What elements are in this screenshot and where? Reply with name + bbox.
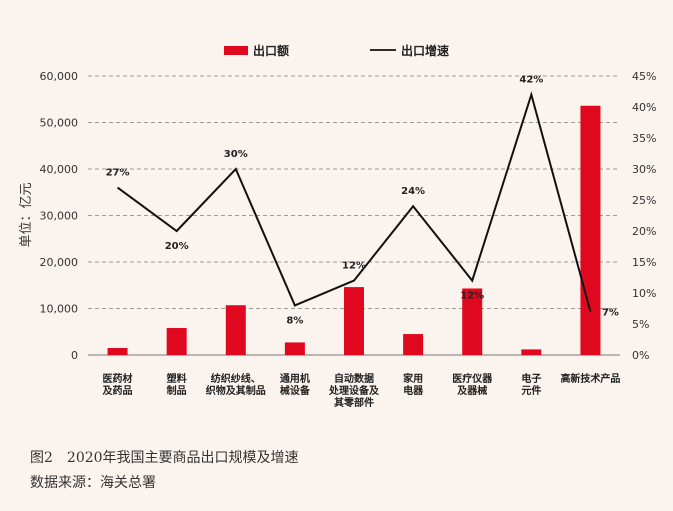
legend: 出口额 出口增速 xyxy=(224,43,449,58)
right-tick-label: 15% xyxy=(632,256,656,269)
growth-data-label: 20% xyxy=(165,241,189,252)
category-label: 通用机 xyxy=(280,372,310,385)
left-tick-label: 30,000 xyxy=(40,210,79,223)
bar xyxy=(580,105,601,355)
left-tick-label: 60,000 xyxy=(40,70,79,83)
legend-bar-swatch xyxy=(224,46,248,55)
category-label: 元件 xyxy=(521,384,541,397)
left-tick-label: 50,000 xyxy=(40,117,79,130)
left-axis: 0 10,000 20,000 30,000 40,000 50,000 60,000 xyxy=(40,70,79,362)
left-tick-label: 40,000 xyxy=(40,163,79,176)
bar xyxy=(521,349,542,355)
category-label: 纺织纱线、 xyxy=(211,372,261,385)
right-tick-label: 5% xyxy=(632,318,649,331)
category-label: 电子 xyxy=(521,372,541,385)
growth-line xyxy=(116,91,592,312)
right-tick-label: 10% xyxy=(632,287,656,300)
right-tick-label: 25% xyxy=(632,194,656,207)
left-tick-label: 20,000 xyxy=(40,256,79,269)
category-label: 处理设备及 xyxy=(328,384,380,397)
bar xyxy=(225,305,246,355)
right-tick-label: 30% xyxy=(632,163,656,176)
category-label: 医疗仪器 xyxy=(452,372,493,385)
category-label: 及药品 xyxy=(103,384,133,397)
right-tick-label: 20% xyxy=(632,225,656,238)
chart: 0 10,000 20,000 30,000 40,000 50,000 60,000 0%… xyxy=(19,43,656,409)
growth-data-label: 12% xyxy=(342,261,366,272)
bar xyxy=(284,342,305,355)
line-series: 27% 20% 30% 8% 12% 24% 12% 42% 7% xyxy=(106,75,619,327)
category-label: 械设备 xyxy=(280,384,311,397)
growth-data-label: 30% xyxy=(224,149,248,160)
legend-line-label: 出口增速 xyxy=(401,43,449,58)
figure-title: 图2 2020年我国主要商品出口规模及增速 xyxy=(30,450,299,466)
right-axis: 0% 5% 10% 15% 20% 25% 30% 35% 40% 45% xyxy=(632,70,656,362)
right-tick-label: 45% xyxy=(632,70,656,83)
y-axis-label: 单位：亿元 xyxy=(19,182,34,247)
growth-data-label: 42% xyxy=(519,75,543,86)
category-label: 制品 xyxy=(167,384,187,397)
category-label: 织物及其制品 xyxy=(206,384,266,397)
category-label: 高新技术产品 xyxy=(560,372,620,385)
legend-bar-label: 出口额 xyxy=(253,43,289,58)
category-label: 电器 xyxy=(403,384,424,397)
figure-source: 数据来源：海关总署 xyxy=(30,475,156,491)
growth-data-label: 8% xyxy=(286,315,303,326)
category-label: 其零部件 xyxy=(334,396,374,409)
bar xyxy=(166,328,187,355)
bar xyxy=(462,288,483,355)
bar xyxy=(403,334,424,355)
bar-series xyxy=(107,105,601,355)
category-label: 家用 xyxy=(403,372,423,385)
bar xyxy=(107,348,128,355)
growth-data-label: 7% xyxy=(602,308,619,319)
right-tick-label: 0% xyxy=(632,349,649,362)
bar xyxy=(344,287,364,355)
right-tick-label: 35% xyxy=(632,132,656,145)
left-tick-label: 0 xyxy=(71,349,78,362)
left-tick-label: 10,000 xyxy=(40,303,79,316)
category-label: 塑料 xyxy=(167,372,187,385)
growth-data-label: 12% xyxy=(460,291,484,302)
category-label: 及器械 xyxy=(457,384,487,397)
growth-data-label: 24% xyxy=(401,186,425,197)
category-label: 医药材 xyxy=(103,372,133,385)
growth-data-label: 27% xyxy=(106,168,130,179)
category-label: 自动数据 xyxy=(334,372,374,385)
right-tick-label: 40% xyxy=(632,101,656,114)
